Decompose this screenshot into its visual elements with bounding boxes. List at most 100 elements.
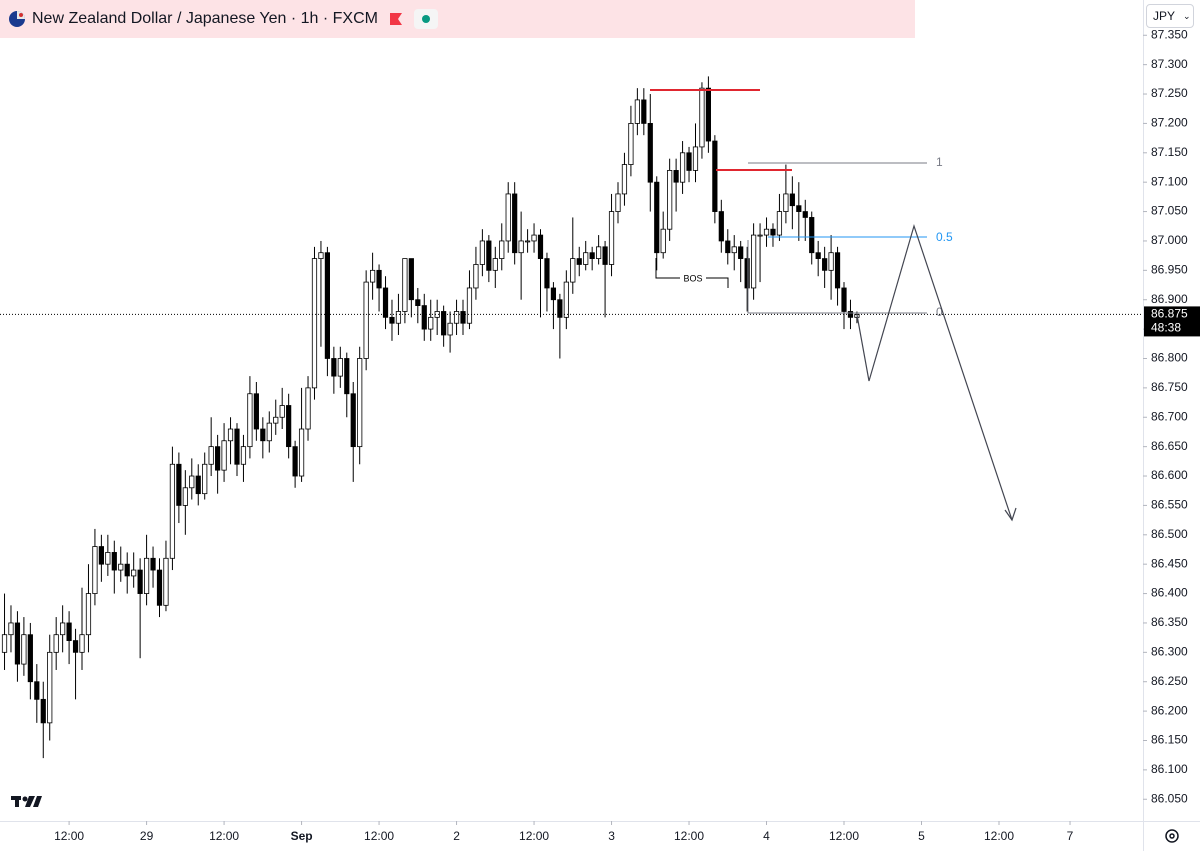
candle-body — [667, 170, 673, 230]
y-tick-label: 86.500 — [1151, 527, 1188, 541]
candle-body — [8, 622, 14, 636]
candle-body — [822, 258, 828, 271]
y-tick-label: 86.050 — [1151, 791, 1188, 805]
candle-body — [692, 146, 699, 171]
candle-body — [486, 240, 492, 271]
candle-body — [531, 234, 537, 242]
logo-part — [15, 796, 19, 807]
candle-body — [189, 475, 195, 489]
y-tick-label: 87.100 — [1151, 174, 1188, 188]
x-tick-label: 12:00 — [519, 829, 549, 843]
x-tick-label: 12:00 — [984, 829, 1014, 843]
last-price-label: 86.875 — [1151, 307, 1188, 321]
candle-body — [589, 252, 595, 259]
dropdown-caret[interactable]: ⌄ — [1183, 10, 1191, 21]
candle-body — [505, 193, 511, 242]
candle-body — [628, 123, 634, 165]
candle-body — [163, 557, 169, 606]
candle-body — [789, 193, 795, 207]
y-tick-label: 86.950 — [1151, 263, 1188, 277]
candle-body — [415, 299, 421, 306]
y-tick-label: 86.700 — [1151, 409, 1188, 423]
candle-body — [725, 240, 731, 254]
candle-body — [79, 634, 85, 653]
flag-shape[interactable] — [389, 13, 402, 25]
candle-body — [679, 152, 686, 183]
flag-marker[interactable] — [388, 11, 404, 27]
candle-body — [402, 258, 408, 312]
candle-body — [118, 563, 124, 571]
projection-path — [856, 223, 1013, 521]
candle-body — [492, 258, 498, 271]
candle-body — [21, 634, 27, 665]
y-tick-label: 86.250 — [1151, 674, 1188, 688]
candle-body — [273, 416, 279, 424]
candle-body — [744, 258, 750, 289]
x-tick-label: 3 — [608, 829, 615, 843]
candle-body — [27, 634, 33, 683]
candle-body — [421, 305, 427, 330]
candle-body — [169, 463, 176, 559]
bos-line — [655, 258, 680, 279]
candle-body — [834, 252, 841, 289]
candle-body — [447, 322, 453, 336]
candle-body — [757, 234, 763, 237]
y-tick-label: 86.450 — [1151, 556, 1188, 570]
candle-body — [1, 634, 8, 653]
candle-body — [453, 311, 460, 324]
candle-body — [311, 258, 318, 389]
status-indicator — [413, 9, 438, 29]
candle-body — [441, 311, 447, 336]
candle-body — [105, 552, 111, 565]
settings-core[interactable] — [1169, 833, 1175, 839]
candle-body — [621, 164, 628, 195]
y-tick-label: 86.150 — [1151, 733, 1188, 747]
logo — [11, 796, 42, 807]
candle-body — [66, 622, 72, 641]
y-tick-label: 87.350 — [1151, 27, 1188, 41]
candle-body — [802, 211, 808, 218]
projection-arrow — [1004, 507, 1017, 522]
candle-body — [14, 622, 21, 665]
y-tick-label: 87.150 — [1151, 145, 1188, 159]
settings-icon[interactable] — [1165, 829, 1179, 843]
candle-body — [596, 246, 602, 259]
candle-body — [376, 269, 382, 289]
candle-body — [647, 123, 653, 183]
candle-body — [286, 405, 292, 448]
candle-body — [60, 622, 66, 636]
currency-selector[interactable]: JPY ⌄ — [1146, 4, 1194, 28]
candle-body — [673, 170, 679, 183]
candle-body — [518, 240, 524, 254]
candle-body — [809, 217, 815, 254]
candle-body — [111, 552, 117, 571]
settings-ring[interactable] — [1165, 829, 1179, 843]
flag-dot — [19, 13, 23, 17]
y-tick-label: 86.750 — [1151, 380, 1188, 394]
candle-body — [783, 193, 789, 212]
candle-body — [608, 211, 615, 265]
y-tick-label: 86.200 — [1151, 703, 1188, 717]
candle-body — [318, 252, 324, 259]
candle-body — [686, 152, 692, 171]
candle-body — [92, 546, 98, 594]
candle-body — [731, 246, 737, 254]
currency-label[interactable]: JPY — [1153, 9, 1176, 23]
candle-body — [828, 252, 834, 271]
candle-body — [279, 405, 285, 418]
candle-body — [699, 87, 705, 148]
y-tick-label: 86.550 — [1151, 498, 1188, 512]
candle-body — [253, 393, 259, 430]
candle-body — [395, 311, 402, 324]
candle-body — [660, 228, 666, 254]
candle-body — [240, 446, 247, 465]
y-tick-label: 86.350 — [1151, 615, 1188, 629]
candle-body — [124, 563, 130, 577]
candle-body — [357, 358, 363, 448]
y-tick-label: 87.000 — [1151, 233, 1188, 247]
candle-body — [344, 358, 350, 395]
y-tick-label: 86.100 — [1151, 762, 1188, 776]
candle-body — [382, 287, 389, 318]
y-tick-label: 86.800 — [1151, 351, 1188, 365]
